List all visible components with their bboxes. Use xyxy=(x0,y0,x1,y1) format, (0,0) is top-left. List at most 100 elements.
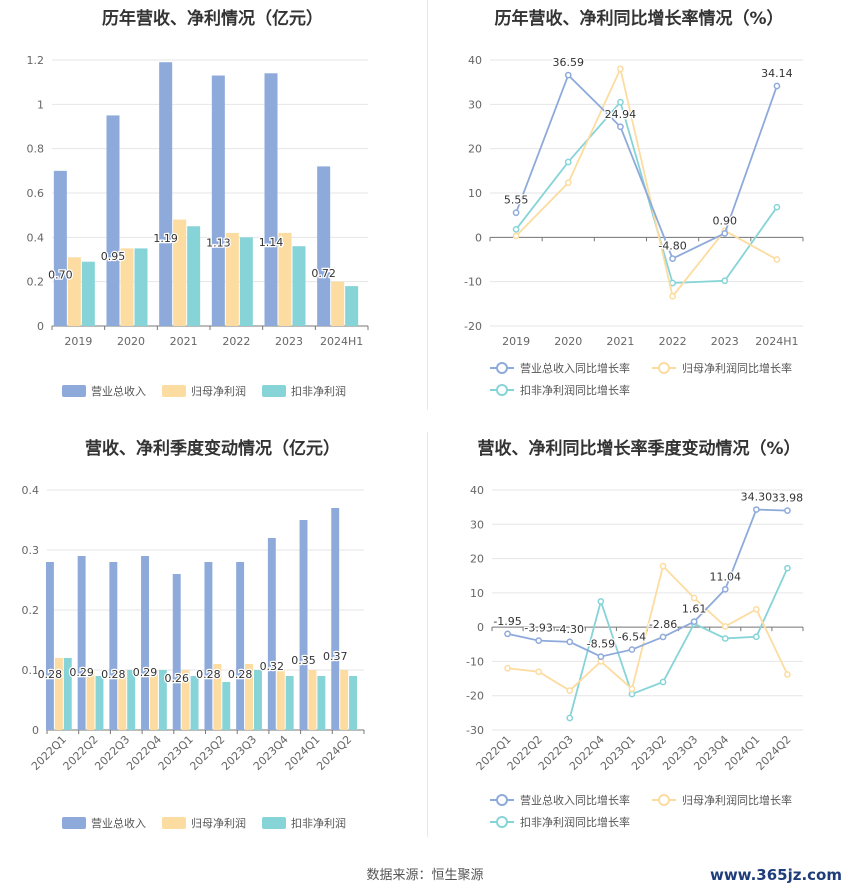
chart-title: 历年营收、净利同比增长率情况（%） xyxy=(494,9,784,29)
y-tick-label: 0 xyxy=(477,621,484,634)
legend-swatch xyxy=(162,385,186,397)
x-tick-label: 2022 xyxy=(659,335,687,348)
chart-title: 营收、净利季度变动情况（亿元） xyxy=(85,439,340,459)
legend-label: 归母净利润 xyxy=(191,384,246,398)
legend-label: 扣非净利润 xyxy=(291,384,346,398)
data-point xyxy=(784,671,791,678)
panel-divider xyxy=(427,0,428,410)
data-label: 33.98 xyxy=(772,492,804,505)
x-tick-label: 2024H1 xyxy=(320,335,363,348)
legend-swatch xyxy=(262,385,286,397)
data-label: 1.19 xyxy=(153,232,178,245)
x-tick-label: 2019 xyxy=(64,335,92,348)
data-point xyxy=(721,635,729,642)
data-label: 0.37 xyxy=(323,650,348,663)
y-tick-label: 0.4 xyxy=(22,484,40,497)
data-label: -2.86 xyxy=(649,618,677,631)
data-point xyxy=(669,255,676,262)
legend-label: 扣非净利润同比增长率 xyxy=(520,383,630,397)
x-tick-label: 2024H1 xyxy=(755,335,798,348)
data-point xyxy=(566,638,574,646)
data-label: -4.30 xyxy=(556,623,584,636)
legend-marker xyxy=(496,362,508,374)
bar xyxy=(190,676,199,730)
annual-revenue-profit-panel: 历年营收、净利情况（亿元） 0 0.2 0.4 0.6 0.8 1 1.2 2019 2020 2… xyxy=(0,0,425,410)
data-point xyxy=(535,637,543,644)
data-point xyxy=(564,179,572,187)
data-label: -4.80 xyxy=(658,240,686,253)
data-label: 0.35 xyxy=(291,654,316,667)
series-line xyxy=(515,73,778,260)
data-label: -1.95 xyxy=(493,615,521,628)
legend-label: 营业总收入同比增长率 xyxy=(520,793,630,807)
bar xyxy=(211,75,225,327)
data-label: 5.55 xyxy=(504,194,528,207)
data-label: 1.14 xyxy=(259,236,284,249)
data-point xyxy=(669,292,676,300)
bar xyxy=(141,556,149,730)
y-tick-label: -20 xyxy=(464,320,482,333)
data-point xyxy=(504,630,511,638)
quarterly-bar-chart: 00.10.20.30.42022Q12022Q22022Q32022Q4202… xyxy=(22,484,365,830)
data-label: 0.29 xyxy=(133,666,158,679)
bar xyxy=(81,261,95,326)
bar xyxy=(67,257,81,326)
y-tick-label: 0.6 xyxy=(27,187,45,200)
bar xyxy=(213,664,222,730)
bar xyxy=(331,281,345,326)
bar xyxy=(86,670,95,730)
data-label: 0.90 xyxy=(713,214,738,227)
data-label: 1.61 xyxy=(682,603,707,616)
y-tick-label: 10 xyxy=(468,187,482,200)
series-line xyxy=(515,66,778,299)
bar xyxy=(109,562,118,730)
data-point xyxy=(753,506,760,513)
bar xyxy=(345,286,359,326)
bar xyxy=(63,658,72,730)
bar xyxy=(292,246,306,326)
bar xyxy=(120,248,134,326)
data-point xyxy=(566,714,574,722)
data-point xyxy=(564,158,572,166)
y-tick-label: 0.8 xyxy=(27,143,45,156)
data-point xyxy=(566,687,574,694)
y-tick-label: -20 xyxy=(466,690,484,703)
y-tick-label: 0.2 xyxy=(27,276,45,289)
bar xyxy=(239,237,253,326)
watermark: www.365jz.com xyxy=(709,866,842,884)
bar xyxy=(77,556,86,730)
legend-swatch xyxy=(62,817,86,829)
bar xyxy=(267,538,276,730)
data-point xyxy=(597,598,605,605)
y-tick-label: 0.4 xyxy=(27,231,45,244)
legend-marker xyxy=(658,794,670,806)
panel-divider xyxy=(427,432,428,837)
legend-label: 归母净利润 xyxy=(191,816,246,830)
data-label: 0.28 xyxy=(101,668,126,681)
legend-label: 归母净利润同比增长率 xyxy=(682,793,792,807)
y-tick-label: 0 xyxy=(475,231,482,244)
data-point xyxy=(753,633,760,641)
data-point xyxy=(504,664,511,672)
y-tick-label: 40 xyxy=(470,484,484,497)
legend-marker xyxy=(496,816,508,828)
y-tick-label: 0 xyxy=(32,724,39,737)
y-tick-label: 0 xyxy=(37,320,44,333)
annual-bar-chart: 0 0.2 0.4 0.6 0.8 1 1.2 2019 2020 2021 2022 2023 202… xyxy=(27,54,369,398)
bar xyxy=(149,670,158,730)
data-label: 0.95 xyxy=(101,250,126,263)
data-source-note: 数据来源：恒生聚源 xyxy=(366,868,484,883)
data-label: 1.13 xyxy=(206,237,231,250)
legend-label: 营业总收入 xyxy=(91,816,146,830)
x-tick-label: 2023 xyxy=(275,335,303,348)
annual-line-chart: -20 -10 0 10 20 30 40 2019 2020 2021 2022 2023 2024H… xyxy=(464,54,804,397)
x-tick-label: 2024Q2 xyxy=(314,733,354,773)
data-point xyxy=(512,232,520,240)
bar xyxy=(245,664,254,730)
bar xyxy=(317,676,326,730)
series-line xyxy=(507,508,788,658)
y-tick-label: -30 xyxy=(466,724,484,737)
x-tick-label: 2023 xyxy=(711,335,739,348)
bar xyxy=(285,676,294,730)
x-tick-label: 2021 xyxy=(170,335,198,348)
